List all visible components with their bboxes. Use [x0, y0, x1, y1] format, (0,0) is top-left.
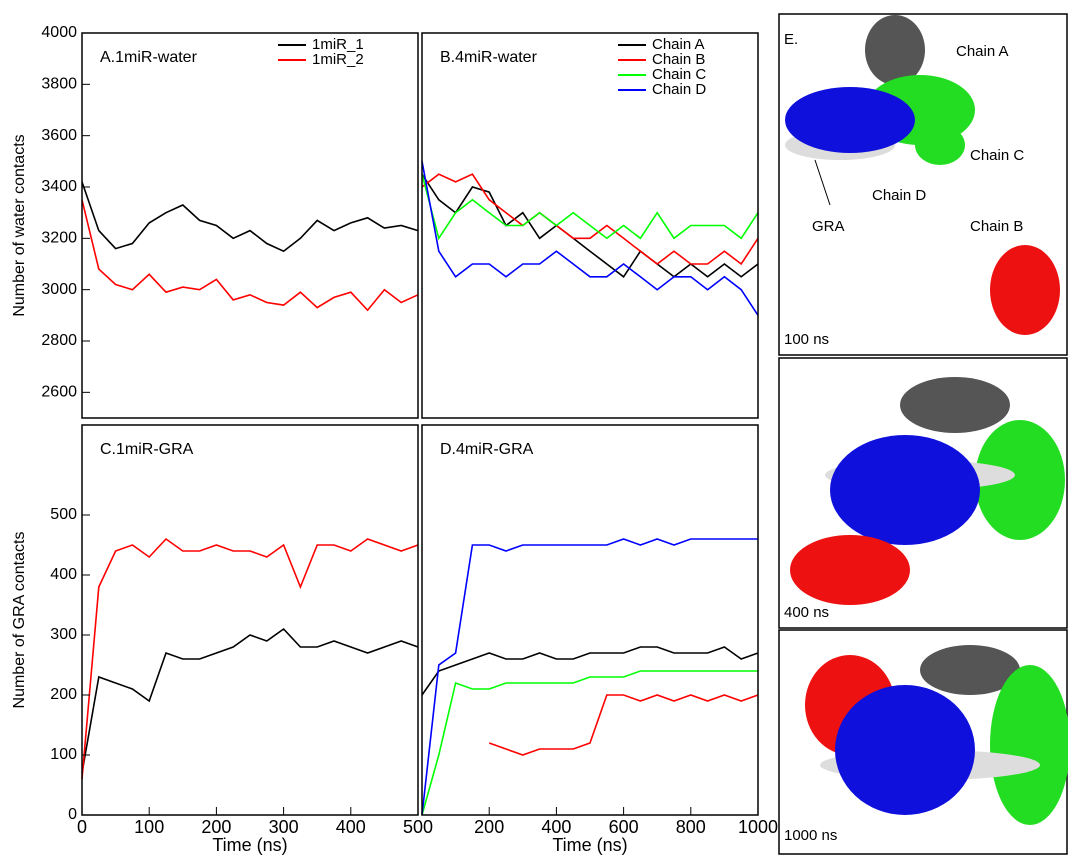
molecule	[865, 15, 925, 85]
y-tick-label: 4000	[41, 24, 77, 41]
label: Chain A	[956, 43, 1009, 60]
y-tick-label: 3600	[41, 127, 77, 144]
panel-title: A.1miR-water	[100, 49, 198, 66]
pointer	[815, 160, 830, 205]
y-tick-label: 2800	[41, 332, 77, 349]
x-tick-label: 300	[269, 817, 299, 837]
y-tick-label: 400	[50, 566, 77, 583]
y-tick-label: 3400	[41, 178, 77, 195]
molecule	[915, 125, 965, 165]
page: E. Chain A Chain C Chain D GRA Chain B 1…	[0, 0, 1068, 860]
panel-title: D.4miR-GRA	[440, 441, 534, 458]
y-tick-label: 300	[50, 626, 77, 643]
y-axis-label: Number of water contacts	[11, 134, 28, 316]
label: Chain B	[970, 218, 1023, 235]
figure: E. Chain A Chain C Chain D GRA Chain B 1…	[0, 0, 1068, 855]
panel-title: E.	[784, 31, 798, 48]
plot-frame	[82, 425, 418, 815]
series-line	[82, 182, 418, 251]
y-tick-label: 3800	[41, 76, 77, 93]
x-axis-label: Time (ns)	[212, 835, 287, 855]
series-line	[489, 695, 758, 755]
label: GRA	[812, 218, 845, 235]
panel-e: E. Chain A Chain C Chain D GRA Chain B 1…	[779, 14, 1068, 854]
time-label: 400 ns	[784, 604, 829, 621]
x-tick-label: 1000	[738, 817, 778, 837]
series-line	[82, 539, 418, 779]
y-tick-label: 3200	[41, 230, 77, 247]
x-axis-label: Time (ns)	[552, 835, 627, 855]
x-tick-label: 200	[201, 817, 231, 837]
molecule	[990, 245, 1060, 335]
legend-label: Chain D	[652, 81, 706, 98]
series-line	[82, 629, 418, 773]
time-label: 100 ns	[784, 331, 829, 348]
series-line	[82, 200, 418, 310]
x-tick-label: 800	[676, 817, 706, 837]
molecule	[830, 435, 980, 545]
x-tick-label: 500	[403, 817, 433, 837]
molecule	[990, 665, 1068, 825]
y-tick-label: 0	[68, 806, 77, 823]
panel-title: C.1miR-GRA	[100, 441, 194, 458]
legend-label: 1miR_2	[312, 51, 364, 68]
molecule	[785, 87, 915, 153]
x-tick-label: 200	[474, 817, 504, 837]
time-label: 1000 ns	[784, 827, 837, 844]
x-tick-label: 600	[609, 817, 639, 837]
panel-title: B.4miR-water	[440, 49, 538, 66]
label: Chain D	[872, 187, 926, 204]
molecule	[790, 535, 910, 605]
molecule	[900, 377, 1010, 433]
molecule	[835, 685, 975, 815]
y-axis-label: Number of GRA contacts	[11, 532, 28, 709]
x-tick-label: 0	[77, 817, 87, 837]
y-tick-label: 3000	[41, 281, 77, 298]
plot-frame	[82, 33, 418, 418]
y-tick-label: 200	[50, 686, 77, 703]
y-tick-label: 2600	[41, 384, 77, 401]
x-tick-label: 100	[134, 817, 164, 837]
y-tick-label: 500	[50, 506, 77, 523]
x-tick-label: 400	[541, 817, 571, 837]
label: Chain C	[970, 147, 1024, 164]
plot-frame	[422, 425, 758, 815]
y-tick-label: 100	[50, 746, 77, 763]
series-line	[422, 174, 758, 238]
x-tick-label: 400	[336, 817, 366, 837]
